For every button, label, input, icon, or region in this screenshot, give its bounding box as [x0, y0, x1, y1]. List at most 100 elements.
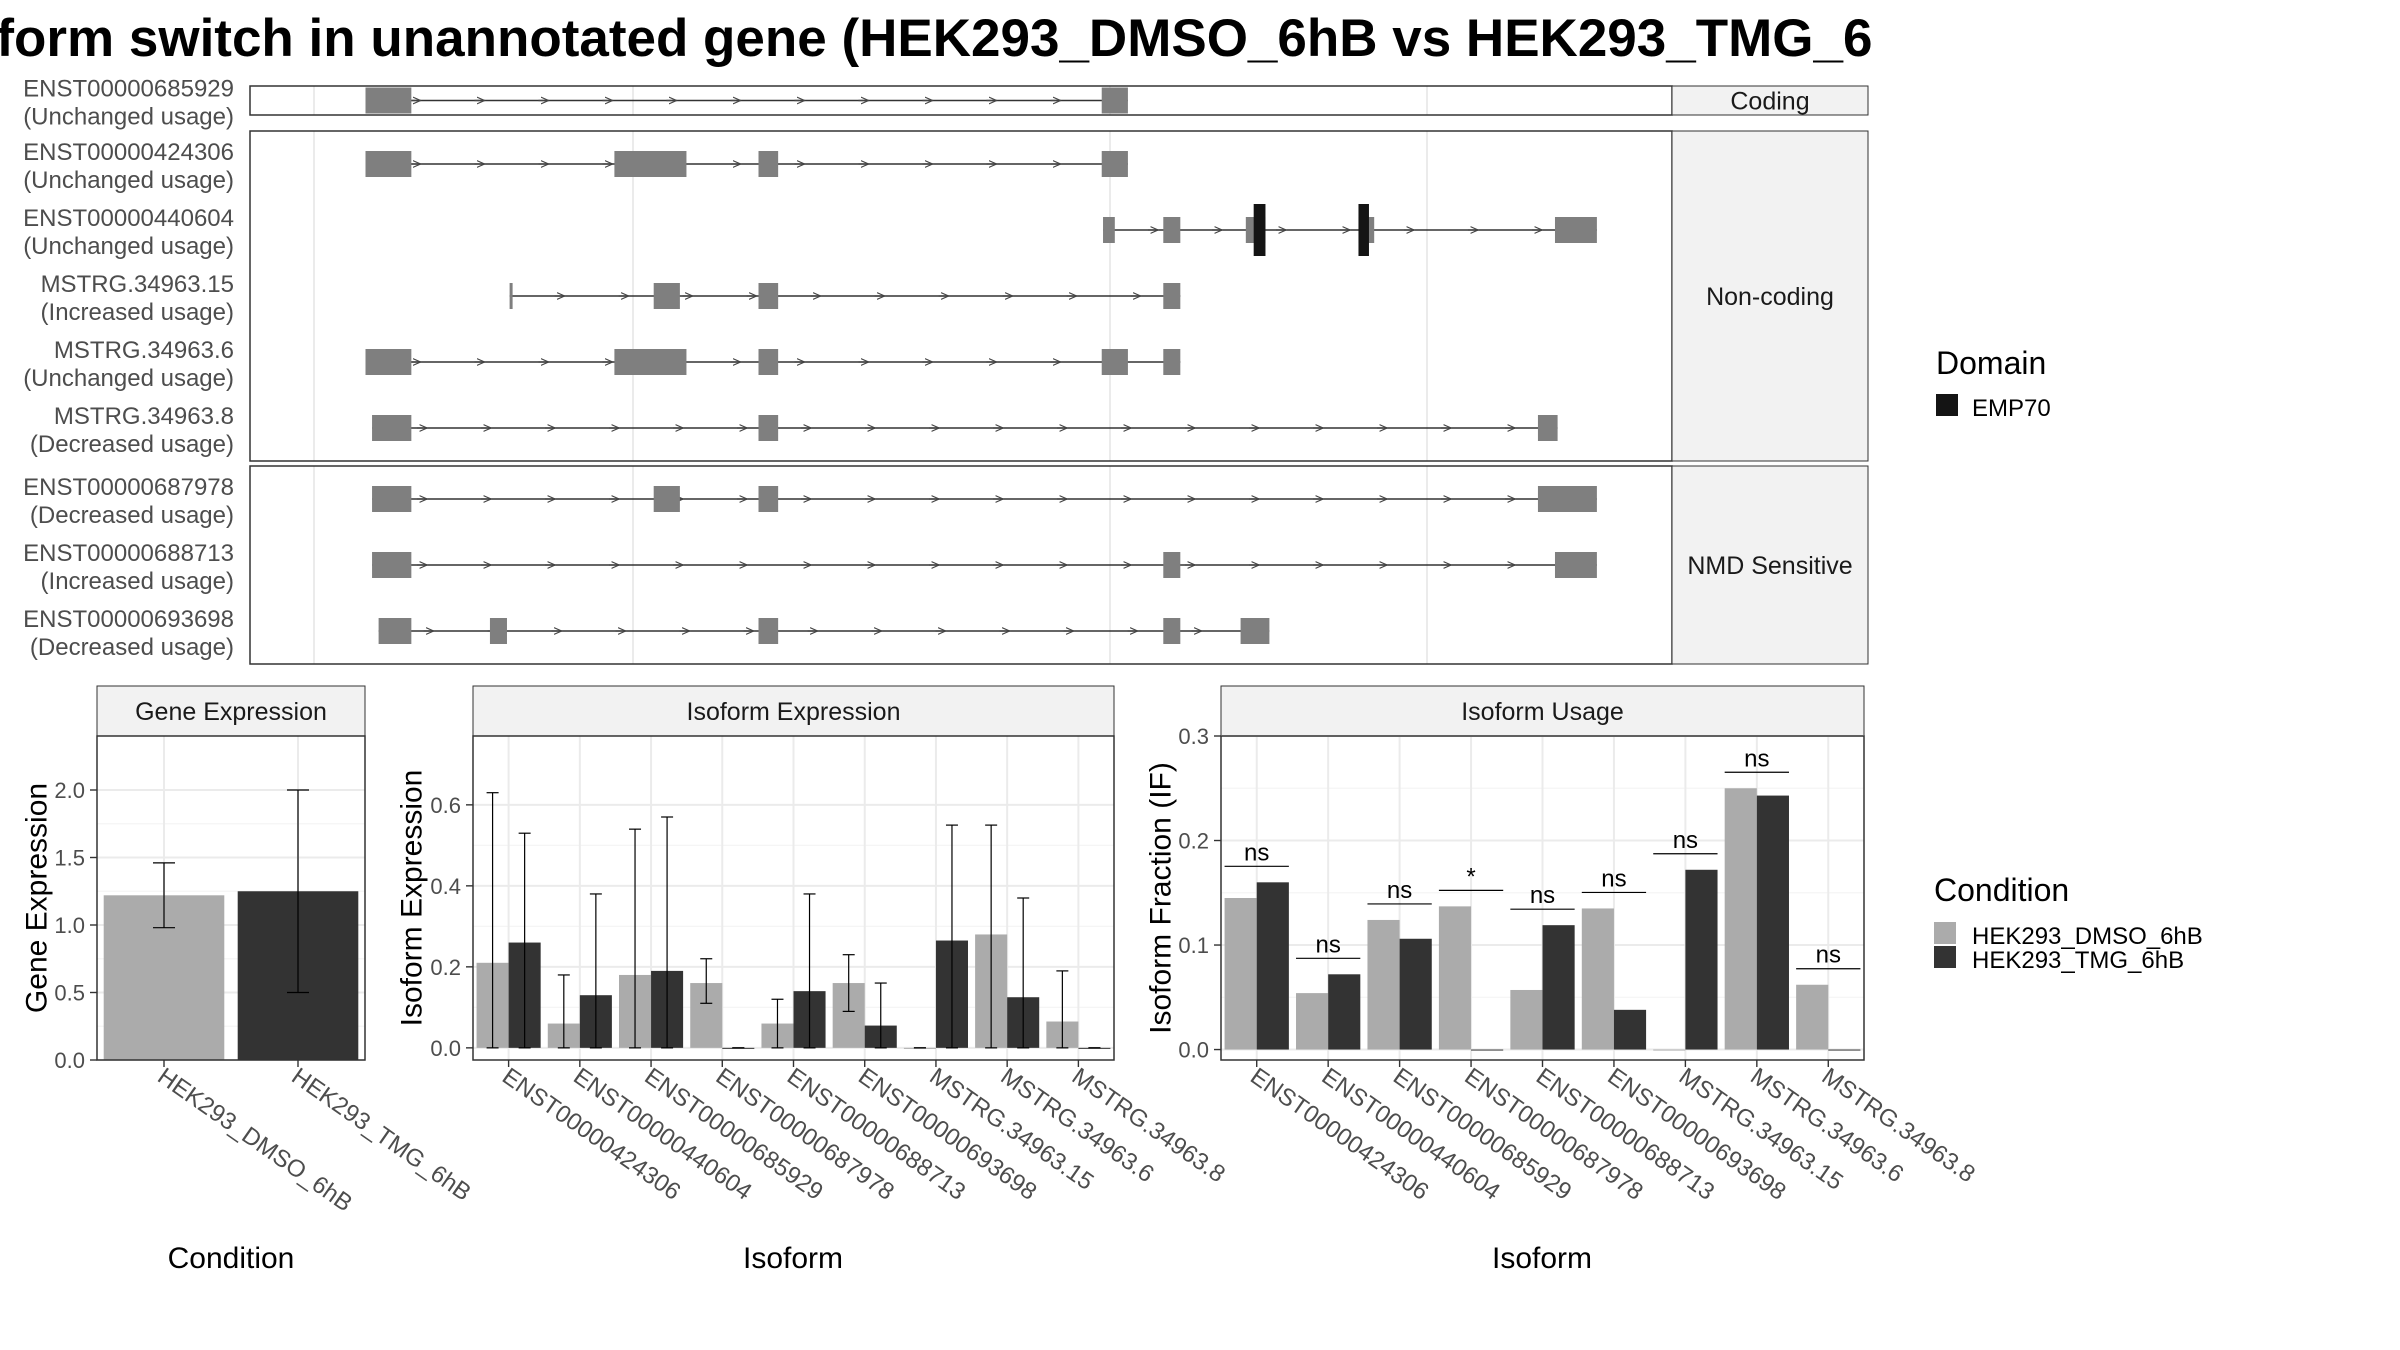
bar-hek293_dmso_6hb	[1510, 989, 1543, 1050]
panel-strip	[96, 685, 366, 737]
y-axis-title: Gene Expression	[21, 783, 54, 1013]
domain-legend-label: EMP70	[1972, 395, 2051, 422]
y-tick-label: 0.2	[1178, 829, 1209, 854]
transcript-status: (Decreased usage)	[30, 431, 234, 458]
panel-strip	[472, 685, 1115, 737]
exon	[372, 552, 412, 578]
exon	[1163, 217, 1181, 243]
transcript-id: ENST00000440604	[23, 205, 234, 232]
transcript-id: ENST00000685929	[23, 76, 234, 103]
exon	[758, 415, 779, 441]
facet-strip-label: Non-coding	[1706, 283, 1834, 311]
transcript-id: ENST00000693698	[23, 606, 234, 633]
exon	[1554, 217, 1597, 243]
panel-title: Isoform Expression	[687, 698, 901, 726]
bar-hek293_dmso_6hb	[1653, 1049, 1686, 1051]
exon	[614, 151, 687, 177]
exon	[758, 618, 779, 644]
domain-block	[1358, 204, 1369, 256]
y-tick-label: 0.4	[430, 874, 461, 899]
y-tick-label: 0.6	[430, 793, 461, 818]
transcript-id: ENST00000688713	[23, 540, 234, 567]
panel-title: Isoform Usage	[1461, 698, 1624, 726]
condition-legend-title: Condition	[1934, 872, 2069, 908]
bar-hek293_dmso_6hb	[1581, 908, 1614, 1050]
panel-title: Gene Expression	[135, 698, 327, 726]
significance-label: ns	[1673, 827, 1698, 854]
transcript-status: (Increased usage)	[41, 299, 234, 326]
domain-legend-title: Domain	[1936, 345, 2046, 381]
transcript-id: MSTRG.34963.8	[54, 403, 234, 430]
exon	[1554, 552, 1597, 578]
bar-hek293_tmg_6hb	[1399, 938, 1432, 1050]
significance-label: ns	[1315, 931, 1340, 958]
facet-strip-label: NMD Sensitive	[1687, 552, 1852, 580]
bar-hek293_dmso_6hb	[1296, 993, 1329, 1050]
transcript-status: (Decreased usage)	[30, 634, 234, 661]
exon	[1240, 618, 1270, 644]
y-tick-label: 0.1	[1178, 933, 1209, 958]
exon	[758, 283, 779, 309]
y-tick-label: 0.5	[54, 981, 85, 1006]
x-axis-title: Condition	[168, 1242, 295, 1275]
bar-hek293_dmso_6hb	[1367, 919, 1400, 1050]
y-axis-title: Isoform Expression	[396, 770, 429, 1027]
transcript-id: ENST00000687978	[23, 474, 234, 501]
exon	[1537, 415, 1558, 441]
condition-legend-key-tmg	[1934, 946, 1956, 968]
exon	[653, 486, 680, 512]
exon	[509, 283, 513, 309]
bar-hek293_tmg_6hb	[1828, 1049, 1861, 1051]
exon	[372, 415, 412, 441]
y-tick-label: 0.0	[54, 1048, 85, 1073]
y-tick-label: 1.5	[54, 846, 85, 871]
exon	[1101, 151, 1128, 177]
bar-hek293_dmso_6hb	[1224, 898, 1257, 1050]
significance-label: ns	[1601, 865, 1626, 892]
transcript-status: (Unchanged usage)	[23, 104, 234, 131]
exon	[614, 349, 687, 375]
significance-label: ns	[1530, 882, 1555, 909]
bar-hek293_tmg_6hb	[1328, 974, 1361, 1050]
exon	[372, 486, 412, 512]
domain-block	[1253, 204, 1266, 256]
exon	[758, 349, 779, 375]
exon	[1101, 87, 1128, 114]
panel-border	[96, 735, 366, 1061]
domain-legend-key	[1936, 394, 1958, 416]
exon	[1163, 283, 1181, 309]
bar-hek293_tmg_6hb	[1471, 1049, 1504, 1051]
exon	[365, 151, 412, 177]
x-axis-title: Isoform	[1492, 1242, 1592, 1275]
significance-label: ns	[1244, 839, 1269, 866]
y-tick-label: 0.3	[1178, 724, 1209, 749]
significance-label: ns	[1387, 877, 1412, 904]
y-tick-label: 2.0	[54, 778, 85, 803]
figure-title: oform switch in unannotated gene (HEK293…	[0, 9, 1961, 68]
significance-label: *	[1466, 863, 1475, 890]
significance-label: ns	[1744, 745, 1769, 772]
exon	[1163, 618, 1181, 644]
y-tick-label: 0.2	[430, 955, 461, 980]
facet-strip-label: Coding	[1730, 88, 1809, 116]
y-tick-label: 0.0	[1178, 1038, 1209, 1063]
bar-hek293_tmg_6hb	[1542, 925, 1575, 1050]
bar-hek293_dmso_6hb	[1724, 788, 1757, 1050]
condition-legend-label: HEK293_DMSO_6hB	[1972, 923, 2203, 950]
exon	[489, 618, 507, 644]
facet-strip	[1671, 85, 1869, 116]
bar-hek293_tmg_6hb	[1685, 869, 1718, 1050]
transcript-status: (Unchanged usage)	[23, 233, 234, 260]
x-axis-title: Isoform	[743, 1242, 843, 1275]
condition-legend-key-dmso	[1934, 922, 1956, 944]
y-tick-label: 1.0	[54, 913, 85, 938]
exon	[758, 151, 779, 177]
bar-hek293_dmso_6hb	[1438, 906, 1472, 1050]
exon	[1103, 217, 1115, 243]
y-axis-title: Isoform Fraction (IF)	[1145, 762, 1178, 1034]
exon	[1163, 552, 1181, 578]
transcript-id: MSTRG.34963.6	[54, 337, 234, 364]
exon	[1101, 349, 1128, 375]
